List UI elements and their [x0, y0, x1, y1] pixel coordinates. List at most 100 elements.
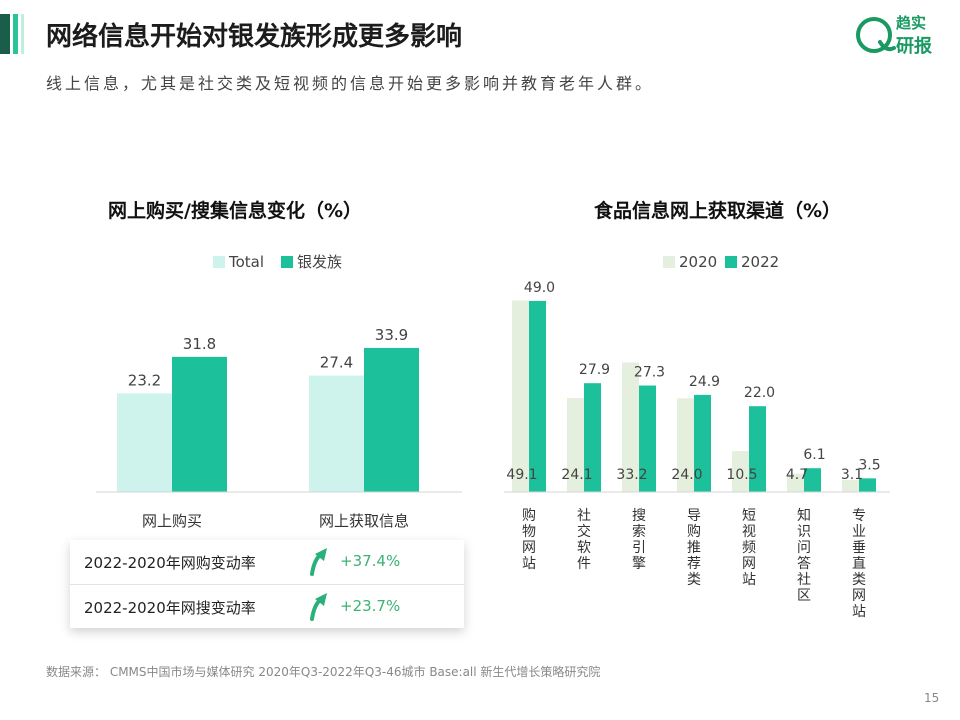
change-rate-label: 2022-2020年网搜变动率 — [84, 599, 256, 617]
category-label: 识 — [797, 524, 811, 540]
data-label: 27.9 — [579, 362, 610, 378]
bar — [859, 478, 876, 492]
logo-text: 研报 — [896, 36, 932, 57]
category-label: 站 — [852, 604, 866, 620]
title-accent-bar — [0, 14, 10, 54]
category-label: 类 — [852, 572, 866, 588]
category-label: 站 — [742, 572, 756, 588]
category-label: 购 — [522, 508, 536, 524]
category-label: 社 — [797, 572, 811, 588]
divider — [70, 584, 464, 585]
category-label: 索 — [632, 523, 646, 540]
category-label: 垂 — [852, 540, 866, 556]
category-label: 视 — [742, 524, 756, 540]
category-label: 频 — [742, 540, 756, 556]
up-arrow-icon — [310, 593, 327, 621]
source-note: 数据来源： CMMS中国市场与媒体研究 2020年Q3-2022年Q3-46城市… — [46, 665, 601, 679]
bar — [172, 356, 227, 492]
logo-text: 趋实 — [896, 14, 927, 32]
bar — [529, 300, 546, 492]
category-label: 搜 — [632, 508, 646, 524]
change-rate-value: +23.7% — [340, 597, 401, 615]
data-label: 24.0 — [671, 467, 702, 483]
page-number: 15 — [924, 691, 940, 705]
category-label: 引 — [632, 540, 646, 556]
category-label: 答 — [797, 555, 811, 572]
bar — [364, 347, 419, 492]
category-label: 短 — [742, 508, 756, 524]
bar — [117, 393, 172, 492]
table-row: 2022-2020年网搜变动率 +23.7% — [70, 585, 464, 629]
data-label: 33.9 — [375, 326, 408, 344]
category-label: 网 — [852, 588, 866, 604]
category-label: 知 — [797, 507, 811, 524]
data-label: 49.1 — [506, 467, 537, 483]
category-label: 网 — [742, 556, 756, 572]
category-label: 导 — [687, 508, 701, 524]
category-label: 软 — [577, 540, 591, 556]
bar — [749, 406, 766, 492]
legend-label: 银发族 — [297, 253, 342, 271]
legend-swatch — [213, 256, 225, 268]
legend-swatch — [663, 256, 675, 268]
table-row: 2022-2020年网购变动率 +37.4% — [70, 540, 464, 584]
chart-title: 网上购买/搜集信息变化（%） — [108, 200, 362, 222]
data-label: 3.5 — [858, 457, 880, 473]
bar — [309, 375, 364, 492]
bar — [639, 385, 656, 492]
title-accent-bar — [21, 14, 24, 54]
data-label: 10.5 — [726, 467, 757, 483]
change-rate-label: 2022-2020年网购变动率 — [84, 554, 256, 572]
data-label: 23.2 — [128, 371, 161, 389]
data-label: 31.8 — [183, 335, 216, 353]
category-label: 区 — [797, 588, 811, 604]
category-label: 擎 — [632, 556, 646, 572]
category-label: 社 — [577, 508, 591, 524]
data-label: 22.0 — [744, 385, 775, 401]
bar — [567, 398, 584, 492]
legend-label: 2022 — [741, 253, 779, 271]
legend-label: 2020 — [679, 253, 717, 271]
data-label: 3.1 — [841, 467, 863, 483]
title-accent-bar — [13, 14, 18, 54]
bar — [512, 300, 529, 492]
chart-title: 食品信息网上获取渠道（%） — [594, 200, 842, 222]
bar — [677, 398, 694, 492]
data-label: 33.2 — [616, 467, 647, 483]
bar — [584, 383, 601, 492]
category-label: 荐 — [687, 556, 701, 572]
category-label: 业 — [852, 524, 866, 540]
bar — [732, 451, 749, 492]
bar — [842, 479, 859, 492]
bar — [804, 468, 821, 492]
legend-swatch — [281, 256, 293, 268]
page-title: 网络信息开始对银发族形成更多影响 — [46, 22, 463, 52]
category-label: 交 — [577, 523, 591, 540]
up-arrow-icon — [310, 548, 327, 576]
data-label: 6.1 — [803, 447, 825, 463]
change-rate-table: 2022-2020年网购变动率 +37.4% 2022-2020年网搜变动率 +… — [70, 540, 464, 628]
category-label: 类 — [687, 572, 701, 588]
logo-icon — [856, 17, 896, 53]
category-label: 物 — [522, 524, 536, 540]
legend-swatch — [725, 256, 737, 268]
category-label: 网上获取信息 — [319, 512, 409, 530]
data-label: 24.9 — [689, 374, 720, 390]
bar — [787, 473, 804, 492]
category-label: 网 — [522, 540, 536, 556]
legend-label: Total — [228, 253, 264, 271]
category-label: 推 — [687, 540, 701, 556]
data-label: 27.3 — [634, 365, 665, 381]
category-label: 站 — [522, 556, 536, 572]
category-label: 问 — [797, 540, 811, 556]
data-label: 24.1 — [561, 467, 592, 483]
change-rate-value: +37.4% — [340, 552, 401, 570]
bar — [622, 362, 639, 492]
data-label: 49.0 — [524, 280, 555, 296]
category-label: 网上购买 — [142, 512, 202, 530]
category-label: 直 — [852, 555, 866, 572]
category-label: 件 — [577, 556, 591, 572]
category-label: 专 — [852, 508, 866, 524]
